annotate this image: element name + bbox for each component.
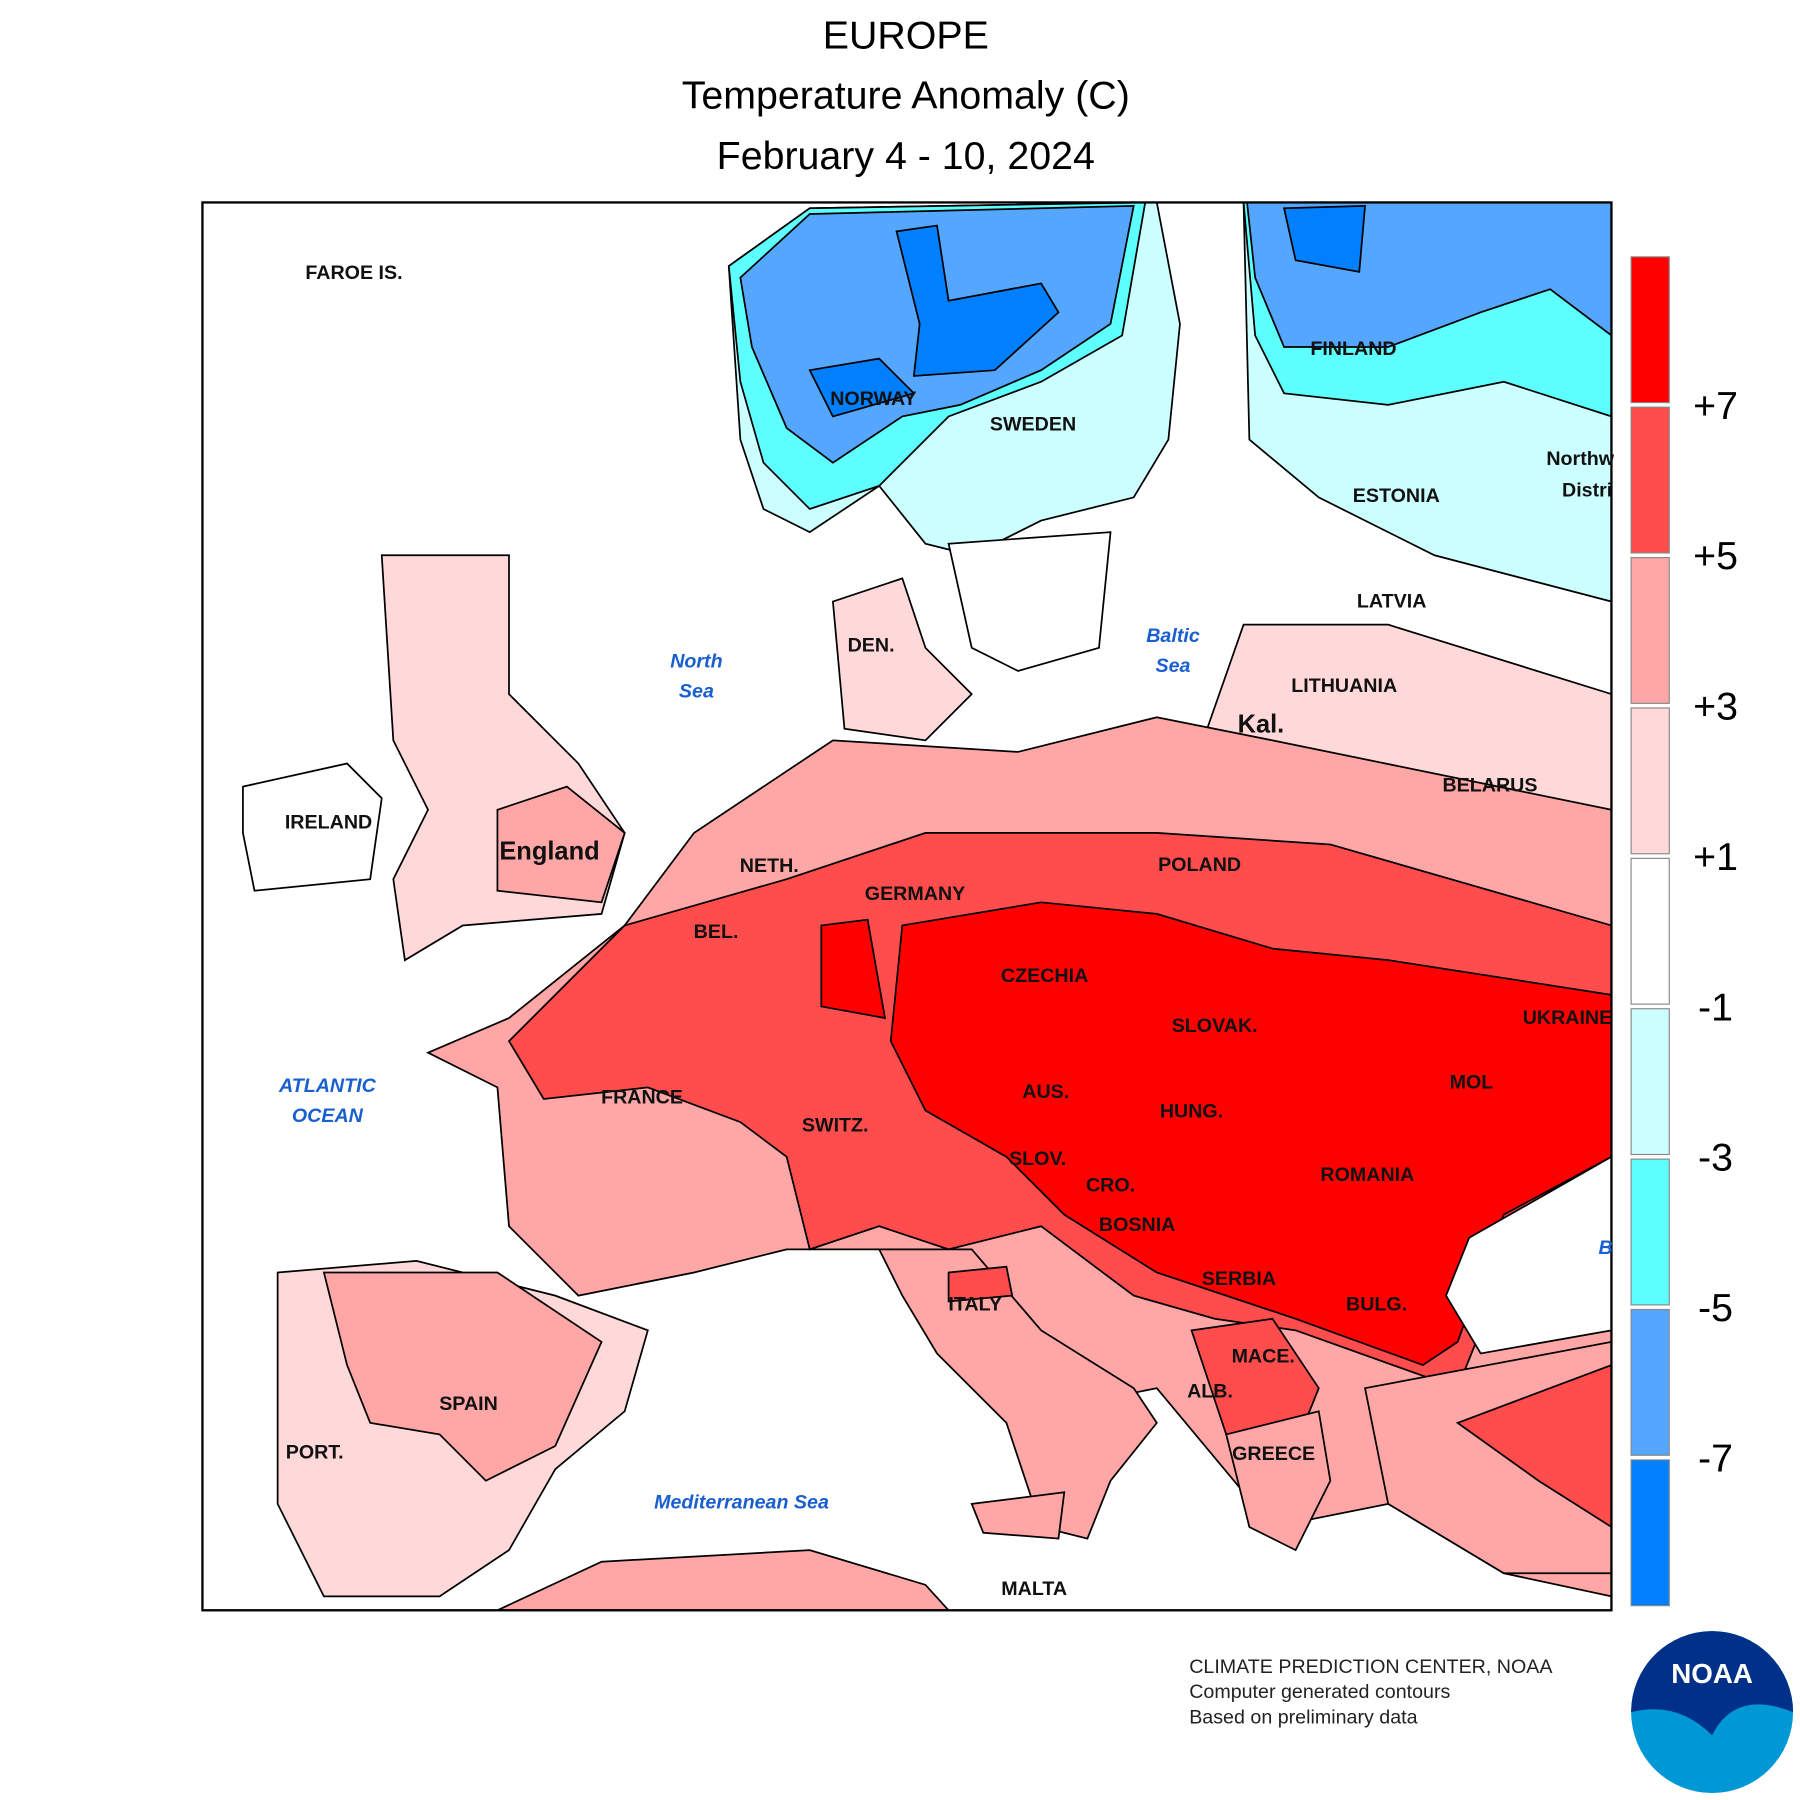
country-label: ALB.	[1187, 1380, 1233, 1402]
sea-label: North	[670, 650, 722, 672]
sea-label: ATLANTIC	[278, 1075, 377, 1097]
country-label: CZECHIA	[1001, 965, 1088, 987]
country-label: ITALY	[948, 1294, 1002, 1316]
country-label: FAROE IS.	[305, 262, 402, 284]
country-label: MOL	[1450, 1072, 1494, 1094]
country-label: MACE.	[1232, 1346, 1295, 1368]
country-label: PORT.	[286, 1442, 344, 1464]
map-frame	[201, 201, 1613, 1612]
subtitle: Temperature Anomaly (C)	[682, 74, 1130, 118]
country-label: SWITZ.	[802, 1114, 869, 1136]
credit: CLIMATE PREDICTION CENTER, NOAA	[1189, 1656, 1553, 1678]
legend-swatch	[1630, 1308, 1670, 1456]
country-label: CRO.	[1086, 1175, 1135, 1197]
country-label: SPAIN	[439, 1393, 498, 1415]
country-label: ESTONIA	[1353, 485, 1440, 507]
country-label: BOSNIA	[1099, 1214, 1175, 1236]
legend-swatch	[1630, 256, 1670, 404]
country-label: DEN.	[848, 634, 895, 656]
legend-label: -5	[1698, 1286, 1733, 1330]
country-label: SLOV.	[1009, 1148, 1066, 1170]
credit: Computer generated contours	[1189, 1681, 1450, 1703]
country-label: AUS.	[1022, 1081, 1069, 1103]
country-label: ROMANIA	[1320, 1164, 1414, 1186]
country-label: BULG.	[1346, 1294, 1407, 1316]
country-label: GREECE	[1232, 1443, 1315, 1465]
sea-label: Mediterranean Sea	[654, 1491, 829, 1513]
logo-text: NOAA	[1671, 1658, 1753, 1689]
country-label: FINLAND	[1310, 338, 1396, 360]
legend-label: -3	[1698, 1136, 1733, 1180]
legend-swatch	[1630, 1459, 1670, 1607]
sea-label: OCEAN	[292, 1105, 364, 1127]
country-label: NORWAY	[830, 388, 916, 410]
legend-label: +5	[1693, 534, 1738, 578]
country-label: NETH.	[740, 855, 799, 877]
country-label: FRANCE	[601, 1087, 683, 1109]
country-label: BEL.	[694, 921, 739, 943]
country-label: SLOVAK.	[1172, 1015, 1258, 1037]
legend-swatch	[1630, 557, 1670, 704]
legend-swatch	[1630, 707, 1670, 855]
period: February 4 - 10, 2024	[717, 134, 1095, 178]
legend-label: +7	[1693, 384, 1738, 428]
legend-swatch	[1630, 406, 1670, 554]
sea-label: B	[1599, 1237, 1613, 1259]
country-label: MALTA	[1001, 1578, 1067, 1600]
noaa-logo: NOAA	[1631, 1631, 1794, 1794]
legend-swatch	[1630, 1008, 1670, 1156]
country-label: SERBIA	[1202, 1268, 1276, 1290]
country-label: SWEDEN	[990, 413, 1076, 435]
sea-label: Sea	[1156, 655, 1191, 677]
country-label: Distri	[1562, 479, 1612, 501]
legend-label: +3	[1693, 685, 1738, 729]
map	[202, 202, 1612, 1611]
country-label: UKRAINE	[1523, 1007, 1613, 1029]
legend-label: -1	[1698, 985, 1733, 1029]
country-label: Kal.	[1238, 710, 1285, 738]
country-label: IRELAND	[285, 811, 372, 833]
country-label: HUNG.	[1160, 1100, 1223, 1122]
title: EUROPE	[823, 14, 989, 58]
country-label: LATVIA	[1357, 590, 1427, 612]
country-label: GERMANY	[865, 883, 965, 905]
credit: Based on preliminary data	[1189, 1707, 1417, 1729]
legend-swatch	[1630, 857, 1670, 1005]
country-label: Northw	[1546, 448, 1614, 470]
legend-label: -7	[1698, 1436, 1733, 1480]
country-label: England	[499, 838, 599, 866]
country-label: POLAND	[1158, 854, 1241, 876]
sea-label: Baltic	[1146, 625, 1200, 647]
country-label: LITHUANIA	[1291, 675, 1397, 697]
sea-label: Sea	[679, 681, 714, 703]
country-label: BELARUS	[1442, 774, 1537, 796]
legend-label: +1	[1693, 835, 1738, 879]
legend-swatch	[1630, 1158, 1670, 1306]
